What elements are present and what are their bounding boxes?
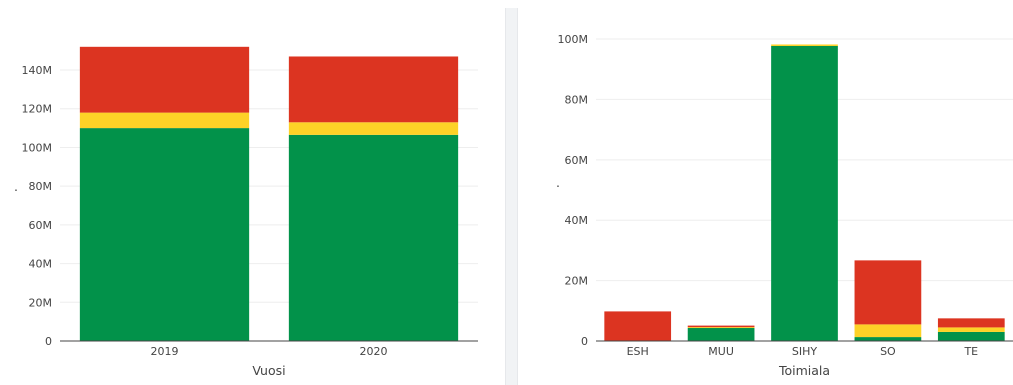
panel-divider (505, 8, 518, 385)
y-tick-label: 60M (29, 219, 53, 232)
y-tick-label: 40M (565, 214, 589, 227)
y-tick-label: 0 (45, 335, 52, 348)
bar-segment-yellow-sihy (771, 44, 838, 46)
bar-segment-red-te (937, 318, 1005, 328)
bar-segment-yellow-2019 (79, 112, 250, 129)
y-axis-title: . (14, 179, 18, 194)
bar-segment-red-so (854, 260, 922, 325)
bar-segment-green-sihy (771, 45, 838, 341)
bar-segment-green-2020 (288, 134, 459, 341)
x-axis-title: Vuosi (252, 363, 285, 378)
y-tick-label: 60M (565, 154, 589, 167)
x-tick-label: 2019 (151, 345, 179, 358)
bar-segment-green-2019 (79, 128, 250, 341)
x-tick-label: ESH (627, 345, 649, 358)
y-tick-label: 80M (29, 180, 53, 193)
x-tick-label: TE (963, 345, 978, 358)
chart-by-sector-svg: 0 20M 40M 60M 80M 100M ESH MUU SIHY SO TE Toimiala. (556, 33, 1013, 378)
bar-segment-yellow-muu (687, 327, 755, 329)
y-tick-label: 100M (22, 141, 53, 154)
y-axis-title: . (556, 175, 560, 190)
bar-segment-yellow-so (854, 324, 922, 338)
bar-segment-green-so (854, 337, 922, 341)
y-tick-label: 0 (581, 335, 588, 348)
bar-segment-yellow-2020 (288, 122, 459, 135)
bar-segment-green-muu (687, 328, 755, 341)
bar-segment-yellow-te (937, 327, 1005, 332)
chart-by-year-svg: 0 20M 40M 60M 80M 100M 120M 140M 2019 2020 Vuosi. (14, 46, 478, 378)
x-tick-label: SO (880, 345, 896, 358)
x-tick-label: 2020 (360, 345, 388, 358)
bar-segment-red-2019 (79, 46, 250, 113)
y-tick-label: 40M (29, 258, 53, 271)
bar-segment-red-esh (604, 311, 672, 341)
bar-segment-red-2020 (288, 56, 459, 123)
y-tick-label: 100M (558, 33, 589, 46)
x-tick-label: MUU (708, 345, 734, 358)
y-tick-label: 20M (29, 296, 53, 309)
x-axis-title: Toimiala (778, 363, 830, 378)
y-tick-label: 80M (565, 93, 589, 106)
bar-segment-green-te (937, 331, 1005, 341)
bar-segment-red-muu (687, 325, 755, 328)
chart-by-year: 0 20M 40M 60M 80M 100M 120M 140M 2019 2020 Vuosi. (0, 0, 505, 385)
chart-by-sector: 0 20M 40M 60M 80M 100M ESH MUU SIHY SO TE Toimiala. (518, 0, 1013, 385)
y-tick-label: 120M (22, 103, 53, 116)
x-tick-label: SIHY (792, 345, 817, 358)
y-tick-label: 20M (565, 275, 589, 288)
y-tick-label: 140M (22, 64, 53, 77)
